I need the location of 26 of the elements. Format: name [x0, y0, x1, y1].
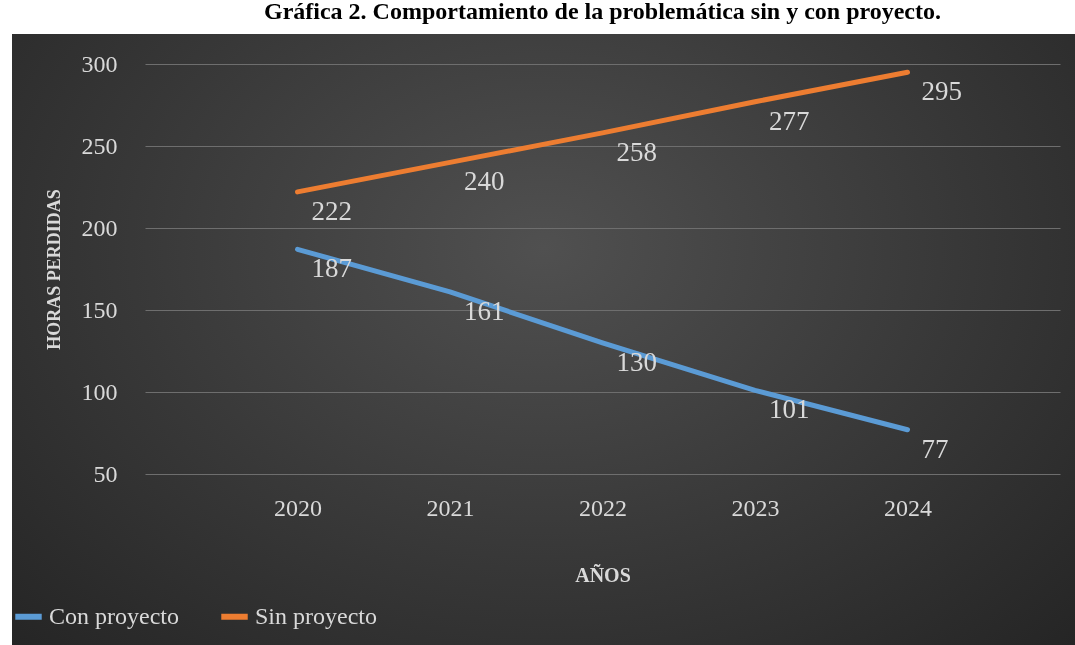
data-label: 277	[769, 105, 810, 136]
data-label: 130	[616, 346, 657, 377]
x-tick-label: 2020	[274, 494, 322, 521]
y-tick-label: 300	[81, 50, 118, 77]
data-label: 240	[464, 166, 505, 197]
y-axis-title: HORAS PERDIDAS	[43, 189, 64, 350]
y-tick-label: 50	[93, 460, 118, 487]
data-label: 258	[616, 136, 657, 167]
x-tick-label: 2022	[579, 494, 627, 521]
legend-label: Sin proyecto	[255, 602, 377, 629]
x-axis-title: AÑOS	[575, 563, 631, 586]
chart-title: Gráfica 2. Comportamiento de la problemática sin y con proyecto.	[263, 0, 942, 24]
data-label: 77	[921, 433, 949, 464]
y-tick-label: 200	[81, 214, 118, 241]
x-tick-label: 2024	[884, 494, 932, 521]
legend-label: Con proyecto	[49, 602, 179, 629]
y-tick-label: 100	[81, 378, 118, 405]
data-label: 161	[464, 295, 505, 326]
data-label: 222	[311, 195, 352, 226]
x-tick-label: 2021	[426, 494, 475, 521]
x-tick-label: 2023	[731, 494, 780, 521]
y-tick-label: 150	[81, 296, 118, 323]
data-label: 187	[311, 253, 352, 284]
y-tick-label: 250	[81, 132, 118, 159]
data-label: 295	[921, 76, 962, 107]
data-label: 101	[769, 394, 810, 425]
